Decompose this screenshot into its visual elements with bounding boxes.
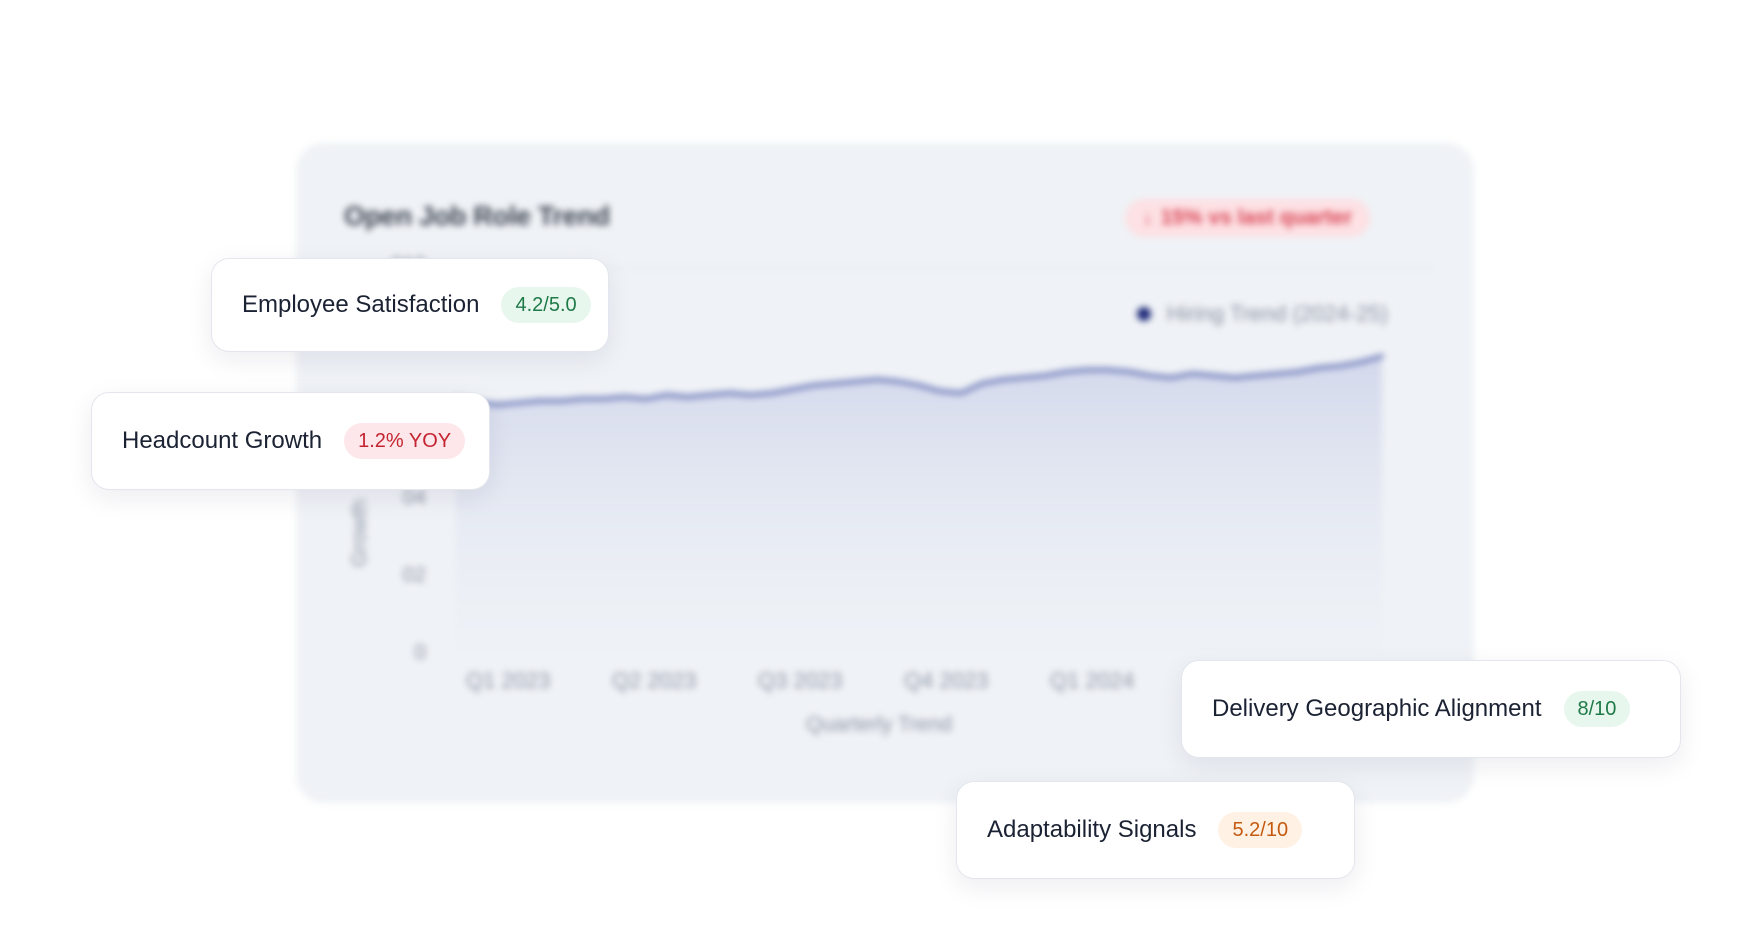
metric-label: Delivery Geographic Alignment xyxy=(1212,695,1542,722)
x-tick-label: Q1 2023 xyxy=(466,668,550,693)
metric-label: Headcount Growth xyxy=(122,427,323,454)
metric-label: Adaptability Signals xyxy=(987,816,1197,843)
chart-title: Open Job Role Trend xyxy=(344,201,610,231)
series-line xyxy=(454,354,1384,407)
y-tick-label: 0 xyxy=(414,641,426,664)
legend-marker xyxy=(1136,307,1151,321)
metric-value-badge: 1.2% YOY xyxy=(344,423,466,459)
x-tick-label: Q3 2023 xyxy=(758,668,842,693)
arrow-down-icon: ↓ xyxy=(1142,207,1153,229)
trend-badge-text: 15% vs last quarter xyxy=(1160,206,1352,229)
metric-value-badge: 4.2/5.0 xyxy=(501,287,591,323)
metric-card-delivery-alignment: Delivery Geographic Alignment 8/10 xyxy=(1181,660,1681,758)
x-tick-label: Q4 2023 xyxy=(904,668,988,693)
x-tick-label: Q2 2023 xyxy=(612,668,696,693)
chart-card: Open Job Role Trend ↓ 15% vs last quarte… xyxy=(296,143,1474,803)
metric-card-headcount-growth: Headcount Growth 1.2% YOY xyxy=(91,392,490,490)
card-divider xyxy=(344,267,1434,269)
y-tick-label: 02 xyxy=(403,563,426,586)
chart-legend: Hiring Trend (2024-25) xyxy=(1136,301,1388,327)
legend-label: Hiring Trend (2024-25) xyxy=(1166,301,1388,326)
x-axis-title: Quarterly Trend xyxy=(806,713,952,736)
y-axis-title: Growth xyxy=(348,499,371,567)
series-area xyxy=(456,356,1382,651)
metric-card-employee-satisfaction: Employee Satisfaction 4.2/5.0 xyxy=(211,258,609,352)
metric-label: Employee Satisfaction xyxy=(242,291,480,318)
metric-card-adaptability: Adaptability Signals 5.2/10 xyxy=(956,781,1355,879)
metric-value-badge: 5.2/10 xyxy=(1218,812,1303,848)
metric-value-badge: 8/10 xyxy=(1563,691,1631,727)
x-tick-label: Q1 2024 xyxy=(1050,668,1134,693)
trend-badge: ↓ 15% vs last quarter xyxy=(1124,199,1370,237)
y-tick-label: 04 xyxy=(403,486,427,509)
